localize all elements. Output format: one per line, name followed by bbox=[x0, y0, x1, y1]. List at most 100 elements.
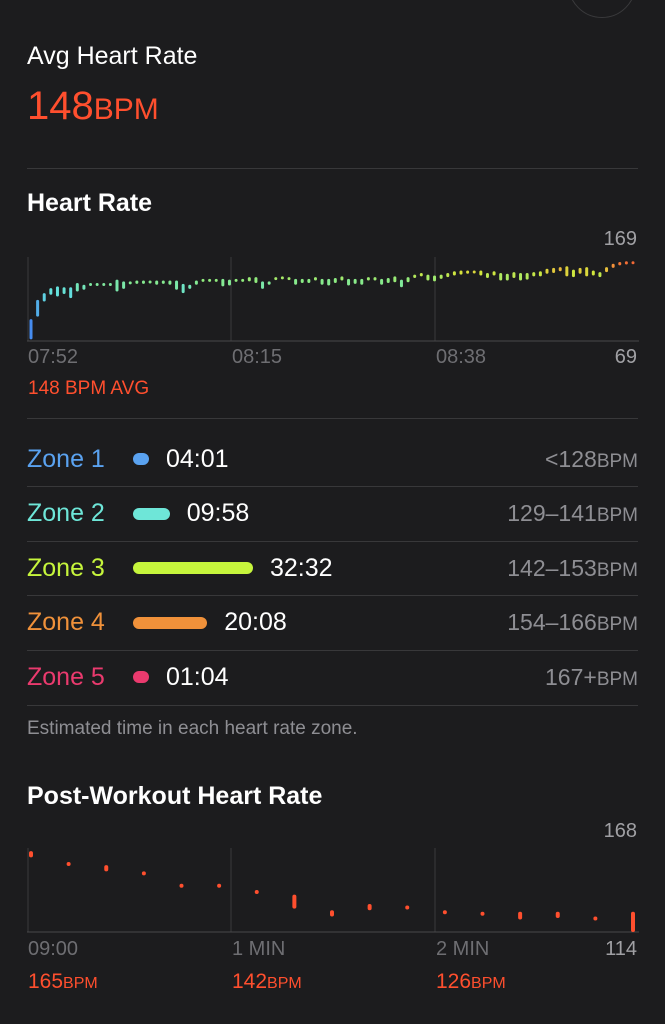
pw-unit: BPM bbox=[63, 975, 98, 992]
range-bar bbox=[241, 278, 245, 282]
pw-x-label: 2 MIN bbox=[436, 938, 490, 960]
divider bbox=[27, 649, 638, 651]
range-bar bbox=[217, 883, 222, 888]
range-bar bbox=[624, 261, 628, 265]
range-bar bbox=[307, 278, 311, 284]
range-bar bbox=[347, 278, 351, 286]
hr-x-label: 07:52 bbox=[28, 346, 79, 368]
range-bar bbox=[267, 281, 271, 285]
range-bar bbox=[479, 270, 483, 276]
zone-bar bbox=[133, 453, 149, 465]
range-bar bbox=[155, 280, 159, 285]
range-bar bbox=[108, 283, 112, 287]
range-bar bbox=[62, 287, 66, 294]
range-bar bbox=[558, 267, 562, 272]
range-bar bbox=[492, 271, 496, 276]
range-bar bbox=[598, 272, 602, 278]
divider bbox=[27, 540, 638, 542]
range-bar bbox=[330, 910, 334, 917]
range-bar bbox=[227, 279, 231, 286]
zone-range-unit: BPM bbox=[596, 450, 638, 472]
zone-row: Zone 3 32:32 142–153BPM bbox=[27, 541, 638, 595]
zone-row: Zone 1 04:01 <128BPM bbox=[27, 432, 638, 486]
divider bbox=[27, 168, 638, 169]
range-bar bbox=[618, 262, 622, 266]
range-bar bbox=[466, 270, 470, 274]
range-bar bbox=[95, 283, 99, 287]
avg-heart-rate-value: 148BPM bbox=[27, 84, 159, 129]
range-bar bbox=[518, 911, 523, 920]
zone-name: Zone 4 bbox=[27, 608, 105, 637]
range-bar bbox=[201, 278, 205, 282]
range-bar bbox=[254, 890, 259, 894]
range-bar bbox=[545, 268, 549, 274]
range-bar bbox=[505, 273, 509, 281]
range-bar bbox=[340, 276, 344, 281]
range-bar bbox=[555, 911, 560, 918]
pw-value-1: 142BPM bbox=[232, 970, 302, 994]
range-bar bbox=[141, 280, 145, 284]
range-bar bbox=[181, 283, 185, 294]
pw-value-2: 126BPM bbox=[436, 970, 506, 994]
zone-bar bbox=[133, 507, 170, 520]
zone-range-unit: BPM bbox=[596, 559, 638, 581]
divider bbox=[27, 595, 638, 597]
zone-range-value: 129–141 bbox=[507, 500, 597, 527]
range-bar bbox=[148, 280, 152, 284]
range-bar bbox=[593, 916, 598, 921]
zone-name: Zone 1 bbox=[27, 444, 105, 473]
range-bar bbox=[122, 281, 126, 289]
range-bar bbox=[135, 280, 139, 284]
range-bar bbox=[69, 287, 73, 299]
range-bar bbox=[29, 319, 33, 340]
zone-time: 32:32 bbox=[270, 553, 333, 582]
close-button[interactable] bbox=[568, 0, 636, 18]
range-bar bbox=[194, 280, 198, 285]
zone-range-value: 142–153 bbox=[507, 554, 597, 581]
zone-range: 129–141BPM bbox=[507, 500, 638, 527]
range-bar bbox=[353, 278, 357, 284]
zone-range: 142–153BPM bbox=[507, 555, 638, 582]
range-bar bbox=[413, 274, 417, 278]
zone-range-value: 167+ bbox=[545, 663, 597, 690]
hr-y-max: 169 bbox=[603, 228, 637, 250]
range-bar bbox=[327, 278, 331, 286]
pw-y-min: 114 bbox=[605, 938, 637, 960]
zone-range-unit: BPM bbox=[596, 505, 638, 527]
range-bar bbox=[585, 267, 589, 277]
range-bar bbox=[367, 904, 372, 911]
range-bar bbox=[104, 865, 109, 872]
heart-rate-chart bbox=[27, 257, 639, 342]
range-bar bbox=[214, 278, 218, 282]
range-bar bbox=[115, 279, 119, 292]
pw-x-label: 1 MIN bbox=[232, 938, 286, 960]
zone-row: Zone 4 20:08 154–166BPM bbox=[27, 596, 638, 650]
hr-avg-label: 148 BPM AVG bbox=[28, 378, 150, 399]
pw-value-0: 165BPM bbox=[28, 970, 98, 994]
hr-x-label: 08:15 bbox=[232, 346, 283, 368]
range-bar bbox=[313, 277, 317, 281]
zone-time: 04:01 bbox=[166, 444, 229, 473]
divider bbox=[27, 418, 638, 419]
range-bar bbox=[366, 277, 370, 281]
range-bar bbox=[294, 278, 298, 285]
zone-name: Zone 2 bbox=[27, 499, 105, 528]
range-bar bbox=[333, 278, 337, 284]
range-bar bbox=[234, 278, 238, 282]
range-bar bbox=[439, 274, 443, 279]
range-bar bbox=[525, 272, 529, 280]
range-bar bbox=[55, 286, 59, 297]
zone-time: 01:04 bbox=[166, 662, 229, 691]
hr-x-label: 08:38 bbox=[436, 346, 487, 368]
range-bar bbox=[168, 280, 172, 285]
range-bar bbox=[399, 279, 403, 288]
range-bar bbox=[261, 281, 265, 289]
range-bar bbox=[29, 851, 33, 858]
zone-range: <128BPM bbox=[545, 446, 638, 473]
range-bar bbox=[571, 269, 575, 278]
pw-unit: BPM bbox=[267, 975, 302, 992]
pw-unit: BPM bbox=[471, 975, 506, 992]
range-bar bbox=[433, 275, 437, 282]
range-bar bbox=[66, 862, 71, 866]
range-bar bbox=[247, 277, 251, 282]
